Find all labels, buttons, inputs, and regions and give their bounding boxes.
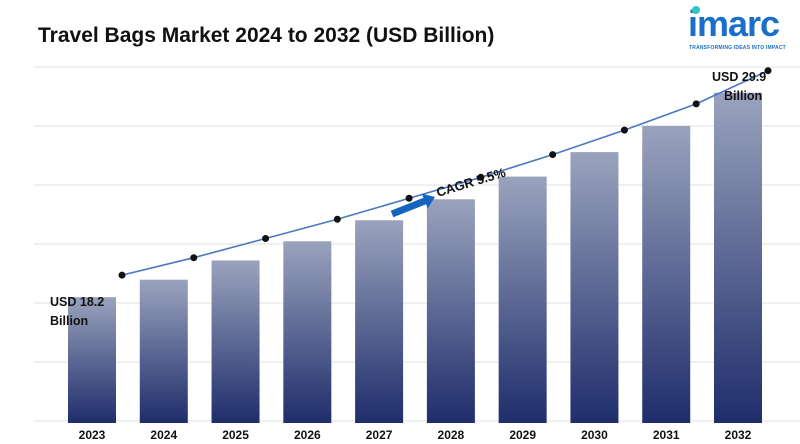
x-tick-label-2032: 2032 — [725, 428, 752, 442]
end-unit-label: Billion — [724, 89, 762, 103]
bar-2023 — [68, 297, 116, 423]
trend-marker-2024 — [190, 254, 198, 262]
trend-marker-2031 — [692, 100, 700, 108]
trend-marker-2025 — [262, 234, 270, 242]
logo-tagline: TRANSFORMING IDEAS INTO IMPACT — [689, 45, 786, 51]
chart-title: Travel Bags Market 2024 to 2032 (USD Bil… — [38, 24, 495, 47]
trend-marker-2032 — [764, 67, 772, 75]
x-tick-labels: 2023 2024 2025 2026 2027 2028 2029 2030 2031 2032 — [79, 428, 752, 442]
bar-2030 — [570, 152, 619, 423]
trend-line — [121, 69, 769, 276]
imarc-logo: imarc TRANSFORMING IDEAS INTO IMPACT — [688, 4, 798, 54]
x-tick-label-2024: 2024 — [150, 428, 177, 442]
x-tick-label-2029: 2029 — [509, 428, 536, 442]
cagr-arrow-icon — [390, 193, 435, 218]
end-value-label: USD 29.9 — [712, 70, 766, 84]
bar-2024 — [139, 279, 188, 423]
x-tick-label-2028: 2028 — [438, 428, 465, 442]
bar-2029 — [498, 176, 547, 423]
x-tick-label-2031: 2031 — [653, 428, 680, 442]
logo-wordmark: imarc — [688, 3, 780, 44]
x-tick-label-2030: 2030 — [581, 428, 608, 442]
bar-2032 — [714, 92, 762, 423]
trend-marker-2029 — [549, 151, 557, 159]
x-tick-label-2027: 2027 — [366, 428, 393, 442]
bar-2025 — [211, 260, 260, 423]
cagr-label: CAGR 5.5% — [434, 164, 507, 199]
bars — [68, 92, 762, 424]
bar-2031 — [642, 125, 691, 424]
trend-marker-2027 — [405, 194, 413, 202]
trend-line-group — [118, 67, 772, 279]
start-unit-label: Billion — [50, 314, 88, 328]
bar-2026 — [283, 241, 332, 423]
trend-marker-2028 — [477, 173, 485, 181]
x-tick-label-2026: 2026 — [294, 428, 321, 442]
start-value-label: USD 18.2 — [50, 295, 104, 309]
x-tick-label-2025: 2025 — [222, 428, 249, 442]
trend-marker-2023 — [118, 271, 126, 279]
logo-dot — [692, 6, 700, 14]
bar-2027 — [355, 220, 404, 423]
trend-marker-2030 — [620, 126, 628, 134]
trend-marker-2026 — [333, 215, 341, 223]
x-tick-label-2023: 2023 — [79, 428, 106, 442]
bar-2028 — [426, 199, 475, 423]
